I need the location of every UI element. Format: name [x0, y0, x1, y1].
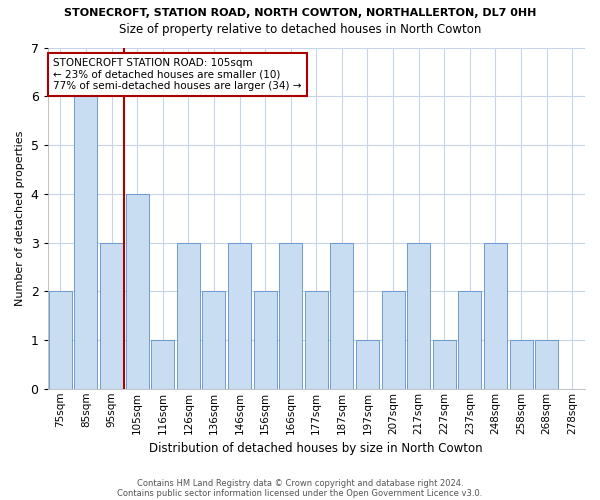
Bar [407, 242, 430, 389]
Bar [305, 292, 328, 389]
Bar [254, 292, 277, 389]
Bar [125, 194, 149, 389]
Y-axis label: Number of detached properties: Number of detached properties [15, 130, 25, 306]
Bar [279, 242, 302, 389]
Bar [382, 292, 404, 389]
Bar [202, 292, 226, 389]
Text: STONECROFT, STATION ROAD, NORTH COWTON, NORTHALLERTON, DL7 0HH: STONECROFT, STATION ROAD, NORTH COWTON, … [64, 8, 536, 18]
Bar [49, 292, 72, 389]
Bar [331, 242, 353, 389]
Bar [356, 340, 379, 389]
Bar [74, 96, 97, 389]
Bar [535, 340, 558, 389]
Text: Contains HM Land Registry data © Crown copyright and database right 2024.: Contains HM Land Registry data © Crown c… [137, 478, 463, 488]
Bar [151, 340, 174, 389]
Text: STONECROFT STATION ROAD: 105sqm
← 23% of detached houses are smaller (10)
77% of: STONECROFT STATION ROAD: 105sqm ← 23% of… [53, 58, 301, 91]
Text: Contains public sector information licensed under the Open Government Licence v3: Contains public sector information licen… [118, 488, 482, 498]
Bar [433, 340, 456, 389]
Bar [100, 242, 123, 389]
Bar [177, 242, 200, 389]
Bar [228, 242, 251, 389]
Bar [458, 292, 481, 389]
Bar [509, 340, 533, 389]
X-axis label: Distribution of detached houses by size in North Cowton: Distribution of detached houses by size … [149, 442, 483, 455]
Bar [484, 242, 507, 389]
Text: Size of property relative to detached houses in North Cowton: Size of property relative to detached ho… [119, 22, 481, 36]
